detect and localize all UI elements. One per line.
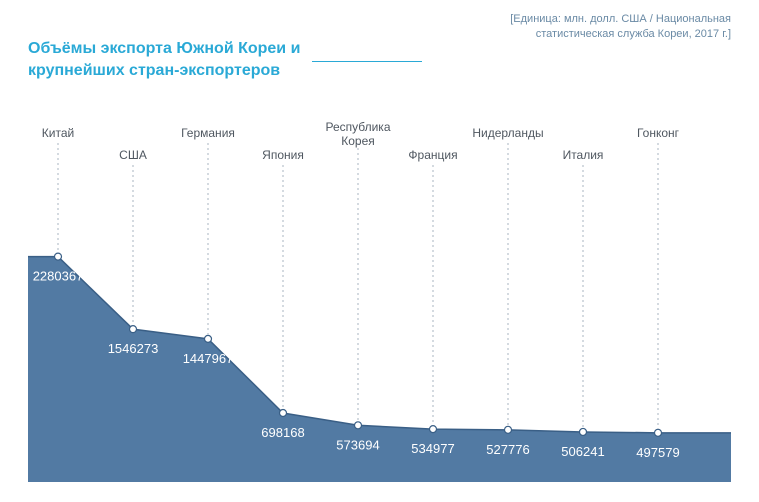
data-marker [505, 426, 512, 433]
data-marker [580, 428, 587, 435]
value-label: 698168 [261, 425, 304, 440]
chart-title-block: Объёмы экспорта Южной Кореи и крупнейших… [28, 38, 422, 81]
category-label: РеспубликаКорея [325, 120, 390, 148]
value-label: 2280367 [33, 269, 84, 284]
category-label: Нидерланды [472, 126, 543, 140]
title-rule [312, 61, 422, 62]
chart-title: Объёмы экспорта Южной Кореи и крупнейших… [28, 38, 300, 81]
value-label: 1546273 [108, 341, 159, 356]
data-marker [130, 326, 137, 333]
data-marker [355, 422, 362, 429]
category-label: Италия [563, 148, 604, 162]
value-label: 534977 [411, 441, 454, 456]
value-label: 527776 [486, 442, 529, 457]
attribution-line-2: статистическая служба Кореи, 2017 г.] [510, 27, 731, 42]
value-label: 573694 [336, 437, 379, 452]
chart-title-line-2: крупнейших стран-экспортеров [28, 60, 300, 82]
category-label: Германия [181, 126, 235, 140]
category-label: Китай [42, 126, 74, 140]
export-area-chart: Китай 2280367 США 1546273 Германия 1447967 Япо… [28, 115, 731, 482]
category-label: США [119, 148, 147, 162]
data-marker [55, 253, 62, 260]
chart-attribution: [Единица: млн. долл. США / Национальная … [510, 12, 731, 43]
chart-title-line-1: Объёмы экспорта Южной Кореи и [28, 38, 300, 60]
category-label: Франция [408, 148, 457, 162]
value-label: 1447967 [183, 351, 234, 366]
value-label: 497579 [636, 445, 679, 460]
data-marker [205, 335, 212, 342]
chart-svg: Китай 2280367 США 1546273 Германия 1447967 Япо… [28, 115, 731, 482]
attribution-line-1: [Единица: млн. долл. США / Национальная [510, 12, 731, 27]
data-marker [430, 426, 437, 433]
category-label: Япония [262, 148, 304, 162]
value-label: 506241 [561, 444, 604, 459]
data-marker [280, 409, 287, 416]
category-label: Гонконг [637, 126, 680, 140]
data-marker [655, 429, 662, 436]
